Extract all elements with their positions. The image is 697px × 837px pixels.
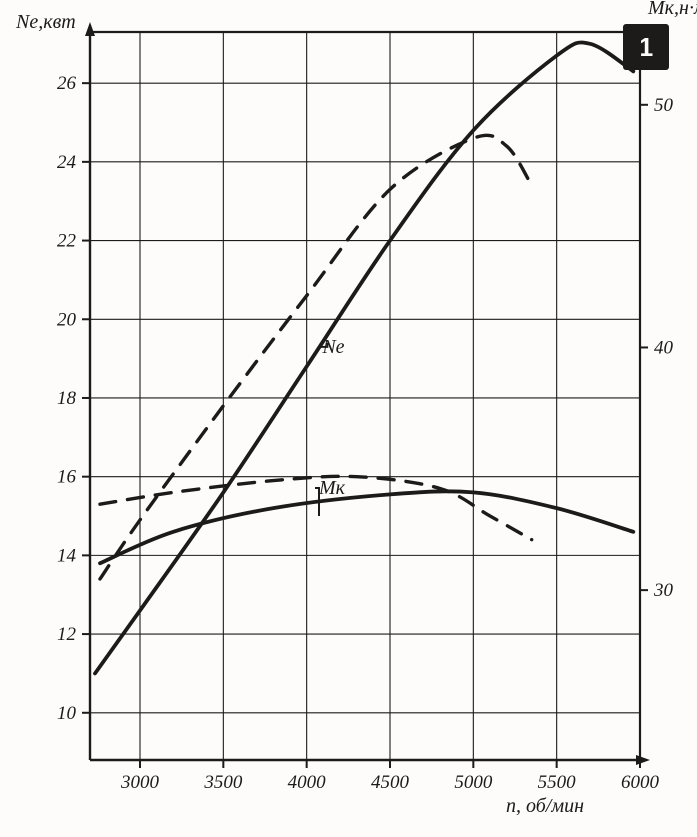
svg-text:n, об/мин: n, об/мин [506, 795, 584, 817]
svg-text:4000: 4000 [288, 772, 327, 793]
svg-text:30: 30 [653, 580, 674, 601]
svg-text:50: 50 [654, 95, 674, 116]
svg-text:6000: 6000 [621, 772, 660, 793]
svg-text:5000: 5000 [454, 772, 493, 793]
chart-page: 1 3000350040004500500055006000n, об/мин1… [0, 0, 697, 837]
series-label: Mк [318, 477, 346, 499]
series-label: Ne [321, 336, 344, 358]
svg-text:10: 10 [57, 703, 77, 724]
svg-text:4500: 4500 [371, 772, 410, 793]
svg-text:5500: 5500 [538, 772, 577, 793]
svg-text:Mк,н·м: Mк,н·м [647, 0, 697, 19]
svg-text:24: 24 [57, 152, 77, 173]
svg-text:3000: 3000 [120, 772, 160, 793]
svg-text:22: 22 [57, 231, 77, 252]
svg-text:14: 14 [57, 545, 77, 566]
svg-text:18: 18 [57, 388, 77, 409]
svg-text:12: 12 [57, 624, 77, 645]
svg-text:16: 16 [57, 467, 77, 488]
svg-text:20: 20 [57, 309, 77, 330]
svg-text:40: 40 [654, 337, 674, 358]
svg-text:26: 26 [57, 73, 77, 94]
series-Ne_solid [95, 42, 633, 673]
engine-curves-chart: 3000 3500 4000 4500 5000 5500 6000 n, об/мин 10 1… [0, 0, 697, 837]
svg-text:Ne,квт: Ne,квт [15, 11, 76, 33]
series-Ne_dash [100, 135, 532, 579]
svg-text:3500: 3500 [203, 772, 243, 793]
